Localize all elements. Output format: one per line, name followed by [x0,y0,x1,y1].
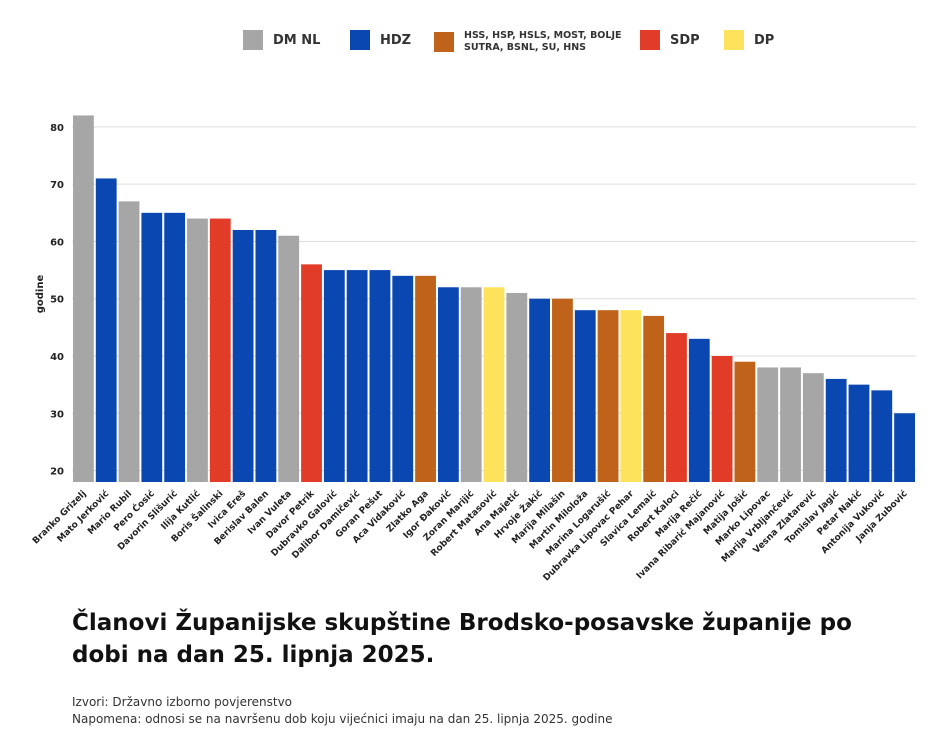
bar-10 [301,264,322,482]
legend-label-hdz: HDZ [380,32,412,48]
legend-swatch-sdp [640,30,660,50]
legend-item-coalition: HSS, HSP, HSLS, MOST, BOLJE SUTRA, BSNL,… [434,30,624,54]
bar-14 [392,275,414,482]
bar-8 [255,230,277,482]
bar-1 [95,178,117,482]
bar-33 [825,378,847,482]
legend-swatch-hdz [350,30,370,50]
y-tick-label: 80 [50,123,64,134]
source-note: Izvori: Državno izborno povjerenstvo [72,695,293,709]
bar-30 [757,367,779,482]
methodology-note: Napomena: odnosi se na navršenu dob koju… [72,712,613,726]
bar-36 [894,413,915,482]
bar-31 [780,367,801,482]
bar-0 [73,115,94,482]
legend-item-sdp: SDP [640,30,700,50]
bar-19 [506,293,528,482]
y-tick-label: 40 [50,352,64,363]
chart-footer: Izvori: Državno izborno povjerenstvo Nap… [72,694,612,728]
bar-7 [232,230,254,482]
y-tick-label: 70 [50,180,64,191]
y-tick-label: 20 [50,467,64,478]
bar-9 [278,235,300,482]
bar-13 [369,270,391,482]
legend-item-dm-nl: DM NL [243,30,320,50]
legend-item-hdz: HDZ [350,30,411,50]
legend-label-sdp: SDP [670,32,700,48]
bar-17 [460,287,482,482]
chart-legend: DM NL HDZ HSS, HSP, HSLS, MOST, BOLJE SU… [0,30,940,64]
legend-label-dp: DP [754,32,775,48]
legend-item-dp: DP [724,30,774,50]
bar-24 [620,310,642,482]
bar-15 [415,275,436,482]
bar-16 [437,287,459,482]
bar-20 [529,298,551,482]
bar-28 [711,356,733,482]
bar-27 [688,338,710,482]
bar-2 [118,201,140,483]
legend-label-dm-nl: DM NL [273,32,321,48]
bar-25 [643,315,665,482]
bar-5 [187,218,208,483]
bar-26 [666,333,687,482]
legend-label-coalition: HSS, HSP, HSLS, MOST, BOLJE SUTRA, BSNL,… [464,30,622,53]
bar-11 [323,270,345,482]
bar-12 [346,270,368,482]
legend-swatch-dm-nl [243,30,263,50]
bar-29 [734,361,756,482]
bar-21 [552,298,573,482]
bar-4 [164,212,186,482]
legend-swatch-dp [724,30,744,50]
bar-35 [871,390,893,482]
bar-3 [141,212,163,482]
bars [73,115,915,483]
y-tick-label: 30 [50,409,64,420]
legend-swatch-coalition [434,32,454,52]
bar-23 [597,310,619,482]
y-tick-label: 50 [50,295,64,306]
y-tick-label: 60 [50,237,64,248]
bar-6 [209,218,231,483]
bar-32 [802,373,824,482]
bar-22 [574,310,596,482]
bar-34 [848,384,870,482]
y-axis-title: godine [35,275,46,314]
chart-title: Članovi Županijske skupštine Brodsko-pos… [72,610,852,668]
bar-18 [483,287,505,482]
